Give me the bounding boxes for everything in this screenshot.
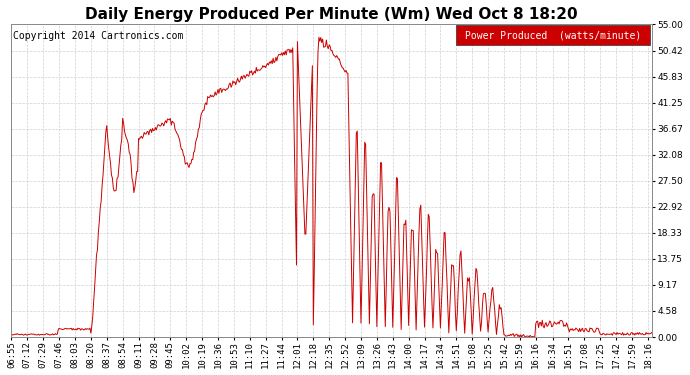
Text: Power Produced  (watts/minute): Power Produced (watts/minute) (465, 30, 641, 40)
Text: Copyright 2014 Cartronics.com: Copyright 2014 Cartronics.com (12, 31, 183, 41)
Title: Daily Energy Produced Per Minute (Wm) Wed Oct 8 18:20: Daily Energy Produced Per Minute (Wm) We… (86, 7, 578, 22)
Bar (456, 26, 650, 45)
